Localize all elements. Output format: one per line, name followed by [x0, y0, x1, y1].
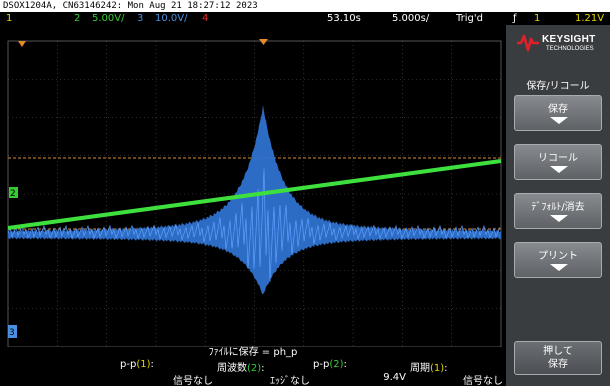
- trigger-edge-icon: ƒ: [513, 13, 517, 24]
- trigger-source: 1: [534, 13, 541, 24]
- keysight-wave-icon: [517, 34, 539, 52]
- push-label-line1: 押して: [543, 346, 573, 357]
- waveform-grid: 2 3: [7, 39, 502, 347]
- measurement-bar: p-p(1): 信号なし 周波数(2): ｴｯｼﾞなし p-p(2): 9.4V…: [0, 359, 506, 387]
- ch2-scale: 5.00V/: [92, 13, 125, 24]
- print-button[interactable]: プリント: [514, 242, 602, 278]
- down-arrow-icon: [550, 215, 568, 222]
- window-title: DSOX1204A, CN63146242: Mon Aug 21 18:27:…: [0, 0, 610, 12]
- recall-button[interactable]: リコール: [514, 144, 602, 180]
- measurement-freq-ch2: 周波数(2): ｴｯｼﾞなし: [217, 363, 310, 387]
- brand-subtitle: TECHNOLOGIES: [546, 46, 594, 52]
- softkey-label: プリント: [538, 251, 578, 262]
- measurement-channel: (1): [136, 359, 151, 370]
- softkey-label: 保存: [548, 104, 568, 115]
- ch1-indicator[interactable]: 1: [6, 13, 13, 24]
- channel-status-bar: 1 2 5.00V/ 3 10.0V/ 4 53.10s 5.000s/ Tri…: [0, 12, 610, 25]
- down-arrow-icon: [550, 117, 568, 124]
- measurement-value: 信号なし: [463, 376, 503, 387]
- push-to-save-button[interactable]: 押して 保存: [514, 341, 602, 375]
- measurement-pp-ch2: p-p(2): 9.4V: [313, 359, 406, 383]
- measurement-pp-ch1: p-p(1): 信号なし: [120, 359, 213, 387]
- measurement-name: 周波数: [217, 363, 247, 374]
- svg-text:3: 3: [9, 328, 15, 338]
- brand-name: KEYSIGHT: [542, 34, 596, 45]
- measurement-name: p-p: [120, 359, 137, 370]
- default-erase-button[interactable]: ﾃﾞﾌｫﾙﾄ/消去: [514, 193, 602, 229]
- measurement-value: 信号なし: [173, 376, 213, 387]
- ch3-ground-marker[interactable]: 3: [8, 325, 17, 338]
- softkey-panel: KEYSIGHT TECHNOLOGIES 保存/リコール 保存 リコール ﾃﾞ…: [506, 25, 610, 386]
- menu-title: 保存/リコール: [526, 81, 590, 92]
- time-offset: 53.10s: [327, 13, 361, 24]
- measurement-channel: (1): [430, 363, 445, 374]
- ch2-ground-marker[interactable]: 2: [9, 187, 18, 199]
- down-arrow-icon: [550, 264, 568, 271]
- waveform-display[interactable]: 2 3: [0, 25, 506, 347]
- save-status: ﾌｧｲﾙに保存 = ph_p: [0, 347, 506, 359]
- measurement-value: ｴｯｼﾞなし: [270, 376, 310, 387]
- ch3-indicator[interactable]: 3: [137, 13, 144, 24]
- time-scale: 5.000s/: [392, 13, 430, 24]
- measurement-name: p-p: [313, 359, 330, 370]
- measurement-name: 周期: [410, 363, 430, 374]
- svg-text:2: 2: [10, 189, 16, 199]
- softkey-label: リコール: [538, 153, 578, 164]
- keysight-logo: KEYSIGHT TECHNOLOGIES: [512, 30, 606, 58]
- ch2-waveform: [7, 159, 502, 230]
- push-label-line2: 保存: [548, 359, 568, 370]
- measurement-channel: (2): [247, 363, 262, 374]
- ch3-scale: 10.0V/: [155, 13, 188, 24]
- trigger-state: Trig'd: [456, 13, 483, 24]
- ch2-indicator[interactable]: 2: [74, 13, 81, 24]
- ch3-waveform-noise: [7, 168, 501, 282]
- left-time-marker: [18, 41, 26, 47]
- measurement-channel: (2): [329, 359, 344, 370]
- down-arrow-icon: [550, 166, 568, 173]
- measurement-period-ch1: 周期(1): 信号なし: [410, 363, 503, 387]
- graticule-border: [7, 40, 502, 347]
- trigger-position-marker[interactable]: [259, 39, 268, 45]
- ch4-indicator[interactable]: 4: [202, 13, 209, 24]
- trigger-level: 1.21V: [575, 13, 605, 24]
- save-button[interactable]: 保存: [514, 95, 602, 131]
- ch3-waveform: [8, 105, 501, 295]
- measurement-value: 9.4V: [383, 372, 406, 383]
- softkey-label: ﾃﾞﾌｫﾙﾄ/消去: [531, 202, 585, 213]
